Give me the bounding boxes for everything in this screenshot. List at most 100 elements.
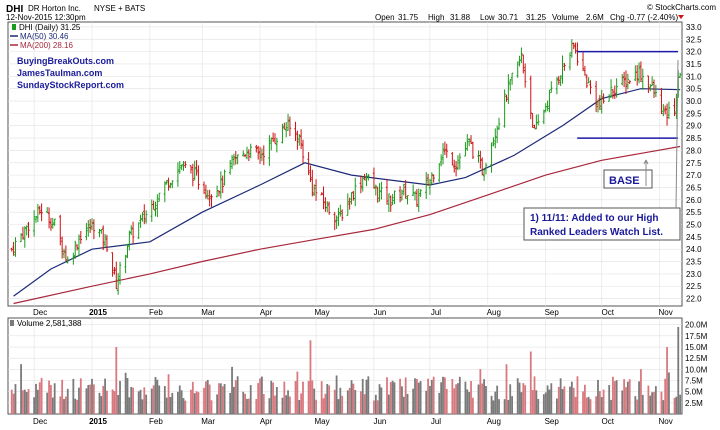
- volume-bar: [22, 390, 24, 414]
- volume-bar: [574, 396, 577, 414]
- volume-bar: [374, 394, 377, 414]
- volume-bar: [511, 396, 513, 414]
- volume-bar: [326, 383, 329, 414]
- volume-bar: [171, 392, 174, 414]
- price-tick-label: 25.0: [686, 221, 702, 230]
- price-tick-label: 27.5: [686, 159, 702, 168]
- volume-bar: [165, 397, 168, 414]
- volume-bar: [402, 396, 405, 414]
- price-tick-label: 22.5: [686, 282, 702, 291]
- volume-panel: [7, 317, 683, 415]
- volume-bar: [296, 371, 299, 414]
- x-tick-label: Jun: [373, 308, 386, 317]
- price-tick-label: 29.0: [686, 122, 702, 131]
- volume-bar: [451, 378, 454, 414]
- volume-bar: [651, 392, 654, 414]
- volume-tick-label: 15.0M: [685, 343, 708, 352]
- price-tick-label: 28.5: [686, 134, 702, 143]
- volume-bar: [61, 379, 64, 414]
- volume-bar: [518, 382, 521, 414]
- volume-bar: [679, 394, 682, 414]
- price-tick-label: 24.0: [686, 245, 702, 254]
- chg-value: -0.77 (-2.40%): [627, 13, 678, 22]
- volume-bar: [72, 378, 75, 414]
- price-tick-label: 24.5: [686, 233, 702, 242]
- company-label: DR Horton Inc.: [28, 4, 81, 13]
- volume-bar: [320, 381, 323, 414]
- volume-bar: [598, 391, 601, 414]
- volume-bar: [46, 392, 49, 414]
- volume-bar: [673, 397, 676, 414]
- volume-bar: [570, 381, 573, 414]
- volume-bar: [169, 396, 172, 414]
- price-tick-label: 23.5: [686, 258, 702, 267]
- x-tick-label-volume: Apr: [260, 417, 273, 426]
- volume-bar: [582, 391, 584, 414]
- volume-bar: [531, 390, 534, 414]
- x-tick-label-volume: Aug: [487, 417, 501, 426]
- volume-bar: [302, 381, 304, 414]
- volume-bar: [27, 389, 30, 414]
- volume-bar: [576, 376, 579, 414]
- volume-bar: [33, 397, 36, 414]
- volume-bar: [649, 395, 652, 414]
- volume-bar: [550, 383, 553, 414]
- volume-bar: [156, 379, 159, 414]
- volume-bar: [490, 395, 493, 414]
- volume-bar: [197, 392, 200, 414]
- volume-bar: [668, 372, 670, 414]
- volume-bar: [520, 392, 523, 414]
- volume-bar: [401, 386, 403, 414]
- price-tick-label: 25.5: [686, 208, 702, 217]
- volume-bar: [378, 384, 381, 414]
- x-tick-label-volume: Nov: [658, 417, 672, 426]
- volume-bar: [163, 385, 166, 414]
- volume-bar: [268, 398, 271, 414]
- x-tick-label-volume: Feb: [149, 417, 163, 426]
- volume-bar: [542, 394, 545, 414]
- volume-bar: [25, 391, 28, 414]
- axis-ticks: 22.0 22.5 23.0 23.5 24.0 24.5 25.0 25.5 26.0 26.5…: [33, 23, 708, 426]
- volume-bar: [111, 389, 114, 414]
- price-tick-label: 29.5: [686, 109, 702, 118]
- volume-bar: [98, 392, 101, 414]
- volume-bar: [23, 389, 26, 414]
- note-line-2: Ranked Leaders Watch List.: [530, 227, 663, 238]
- volume-bar: [152, 385, 155, 414]
- volume-bar: [634, 396, 637, 414]
- volume-bar: [223, 384, 226, 414]
- volume-bar: [458, 376, 461, 414]
- volume-bar: [443, 377, 446, 414]
- volume-bar: [283, 381, 286, 414]
- volume-bar: [206, 379, 209, 414]
- volume-bar: [167, 374, 170, 414]
- volume-bar: [322, 398, 325, 414]
- volume-bar: [361, 378, 364, 414]
- site-2: JamesTaulman.com: [17, 68, 102, 78]
- volume-bar: [380, 387, 383, 414]
- price-tick-label: 30.5: [686, 85, 702, 94]
- volume-bar: [563, 386, 566, 414]
- legend-price: DHI (Daily) 31.25: [19, 23, 81, 32]
- volume-bar: [74, 398, 77, 414]
- volume-bar: [365, 379, 368, 414]
- volume-bar: [261, 376, 263, 414]
- volume-bar: [221, 386, 224, 414]
- volume-bar: [457, 383, 459, 414]
- volume-bar: [406, 393, 409, 414]
- volume-bar: [664, 378, 667, 414]
- volume-bar: [626, 381, 629, 414]
- volume-bar: [625, 387, 627, 414]
- site-1: BuyingBreakOuts.com: [17, 56, 114, 66]
- x-tick-label: Apr: [260, 308, 273, 317]
- volume-bar: [247, 398, 250, 414]
- volume-bar: [91, 378, 93, 414]
- volume-bar: [229, 392, 232, 414]
- volume-bar: [289, 396, 291, 414]
- date-label: 12-Nov-2015 12:30pm: [6, 13, 86, 22]
- volume-bar: [559, 378, 562, 414]
- volume-bar: [76, 399, 78, 414]
- volume-bar: [205, 381, 207, 414]
- volume-bar: [210, 400, 213, 414]
